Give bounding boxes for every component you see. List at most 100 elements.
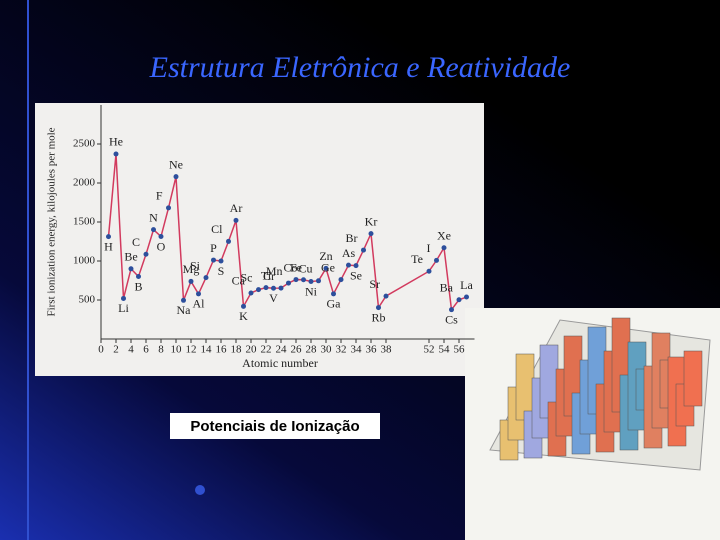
point-label: Si [190,258,201,272]
data-point [368,231,374,237]
point-label: C [132,235,140,249]
point-label: Br [346,231,358,245]
data-point [293,277,299,283]
data-point [346,262,351,268]
point-label: Na [177,303,192,317]
point-label: Ar [230,201,243,215]
x-tick-label: 30 [321,344,333,356]
point-label: Ba [440,281,454,295]
x-tick-label: 14 [201,344,213,356]
point-label: La [460,278,473,292]
x-tick-label: 20 [246,344,258,356]
point-label: P [210,241,217,255]
data-point [308,279,314,285]
data-point [181,297,186,303]
x-tick-label: 8 [158,344,164,356]
data-point [143,251,149,257]
data-point [323,265,329,271]
x-tick-label: 16 [216,344,228,356]
point-label: Ti [261,268,272,282]
data-point [338,277,344,283]
chart-panel [35,103,484,376]
data-point [301,277,306,283]
x-tick-label: 24 [276,344,288,356]
data-point [173,174,179,180]
data-point [464,294,469,300]
data-point [203,275,209,281]
data-point [278,285,284,291]
x-tick-label: 18 [231,344,243,356]
x-tick-label: 2 [113,344,119,356]
data-point [271,285,276,291]
x-tick-label: 54 [439,344,451,356]
point-label: Ne [169,157,183,171]
figure-bar [515,353,535,421]
point-label: Fe [290,260,302,274]
decor-dot [195,485,205,495]
point-label: Cu [298,262,312,276]
data-point [434,257,439,263]
point-label: Sr [369,277,380,291]
data-line [107,153,467,312]
point-label: Co [283,260,297,274]
data-point [316,278,321,284]
point-label: Rb [371,310,385,324]
point-label: Ni [305,284,318,298]
x-tick-label: 10 [171,344,183,356]
data-point [426,268,432,274]
point-label: N [149,210,158,224]
data-point [136,274,141,280]
data-point [449,307,454,313]
x-axis-label: Atomic number [242,356,318,370]
point-label: Cs [445,312,458,326]
x-tick-label: 6 [143,344,149,356]
x-tick-label: 26 [291,344,303,356]
slide-title: Estrutura Eletrônica e Reatividade [149,51,571,84]
point-label: Zn [319,249,332,263]
point-label: Sc [241,270,253,284]
point-label: I [427,241,431,255]
point-label: Al [193,297,206,311]
x-tick-label: 52 [424,344,435,356]
data-point [376,305,381,311]
data-point [383,293,389,299]
data-point [226,238,231,244]
x-tick-label: 32 [336,344,347,356]
data-point [241,303,246,309]
x-tick-label: 28 [306,344,318,356]
point-label: O [157,239,166,253]
data-point [166,205,171,211]
x-tick-label: 4 [128,344,134,356]
y-tick-label: 2500 [73,138,96,150]
data-point [188,278,194,284]
data-point [218,258,224,264]
data-point [248,290,254,296]
caption-box [170,413,380,439]
x-tick-label: 36 [366,344,378,356]
data-point [106,234,111,240]
point-label: Ca [232,274,246,288]
point-label: H [104,239,113,253]
point-label: B [134,279,142,293]
point-label: Mn [266,264,283,278]
data-point [361,247,366,253]
caption: Potenciais de Ionização [190,418,359,435]
point-label: Te [411,252,423,266]
data-point [286,280,291,286]
point-label: Li [118,301,129,315]
x-tick-label: 38 [381,344,393,356]
data-point [256,287,261,293]
figure-3d [465,308,720,540]
x-tick-label: 0 [98,344,104,356]
point-label: Mg [183,262,200,276]
point-label: F [156,189,163,203]
y-tick-label: 500 [79,294,96,306]
point-label: Ge [321,260,335,274]
y-axis-label: First ionization energy, kilojoules per … [46,127,58,316]
figure-bar [683,350,703,407]
data-point [456,297,462,303]
x-tick-label: 34 [351,344,363,356]
point-label: Kr [365,214,378,228]
